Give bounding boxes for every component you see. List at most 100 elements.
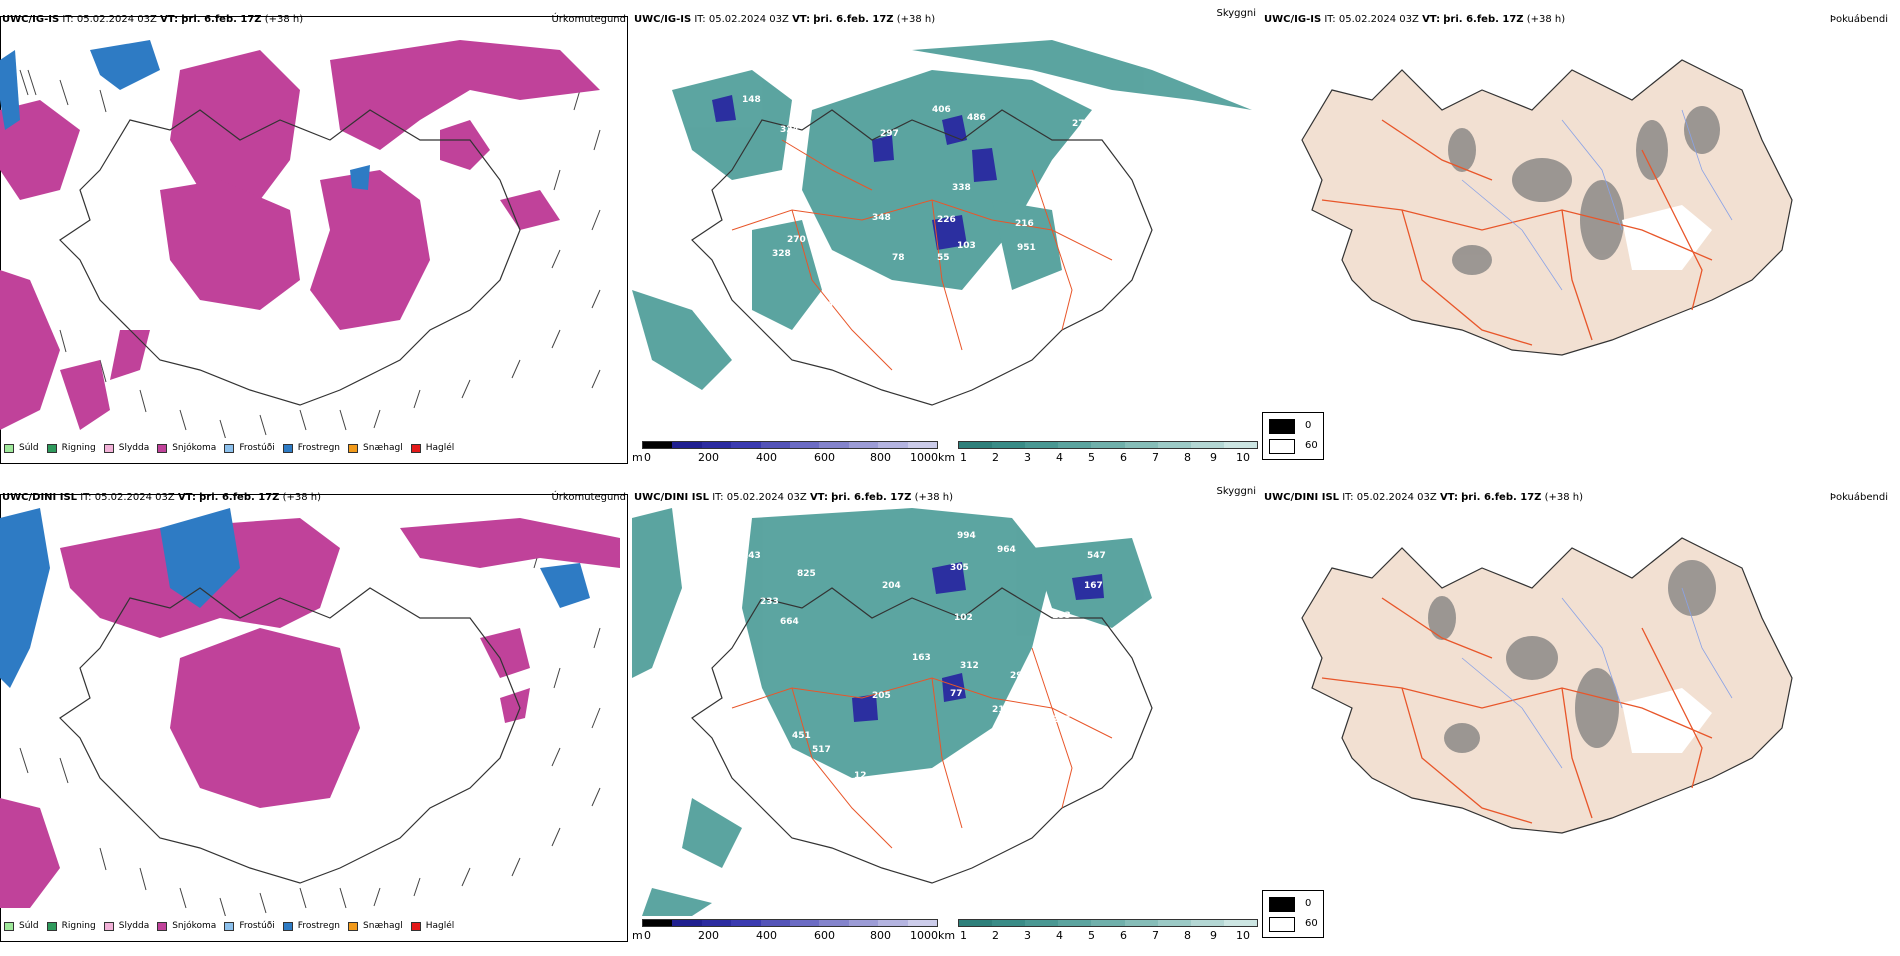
panel-header: UWC/IG-IS IT: 05.02.2024 03Z VT: þri. 6.… bbox=[1264, 14, 1890, 26]
legend-label: Snæhagl bbox=[363, 921, 403, 931]
legend-item: Slydda bbox=[103, 921, 150, 931]
legend-item: Frostregn bbox=[282, 443, 341, 453]
lead-time: (+38 h) bbox=[264, 14, 304, 25]
panel-title: Skyggni bbox=[1216, 486, 1256, 497]
model-name: UWC/IG-IS bbox=[634, 14, 692, 25]
legend-swatch bbox=[282, 443, 293, 453]
river-network bbox=[1461, 109, 1733, 291]
it-label: IT: bbox=[694, 14, 706, 25]
vis-label: 226 bbox=[937, 215, 956, 225]
it-value: 05.02.2024 03Z bbox=[726, 492, 807, 503]
vis-label: 12 bbox=[854, 771, 867, 781]
road-network bbox=[731, 139, 1113, 371]
vis-label: 233 bbox=[760, 597, 779, 607]
vt-value: þri. 6.feb. 17Z bbox=[813, 14, 894, 25]
fog-land bbox=[1301, 537, 1793, 834]
vis-label: 143 bbox=[742, 551, 761, 561]
vt-label: VT: bbox=[1422, 14, 1441, 25]
visibility-map: 994 964 547 148 143 825 305 167 153 233 … bbox=[632, 508, 1153, 916]
vt-value: þri. 6.feb. 17Z bbox=[1443, 14, 1524, 25]
lead-time: (+38 h) bbox=[1544, 492, 1584, 503]
vis-label: 205 bbox=[872, 691, 891, 701]
vis-label: 279 bbox=[1072, 119, 1091, 129]
precip-map bbox=[0, 40, 601, 438]
vis-label: 402 bbox=[1022, 687, 1041, 697]
vis-label: 163 bbox=[912, 653, 931, 663]
road-network bbox=[1321, 597, 1713, 824]
legend-label: Slydda bbox=[118, 921, 150, 931]
model-name: UWC/DINI ISL bbox=[1264, 492, 1340, 503]
fog-map bbox=[1301, 59, 1793, 356]
legend-item: Snjókoma bbox=[157, 443, 216, 453]
it-value: 05.02.2024 03Z bbox=[708, 14, 789, 25]
coastline bbox=[59, 587, 521, 884]
it-label: IT: bbox=[1342, 492, 1354, 503]
vt-label: VT: bbox=[809, 492, 828, 503]
vis-label: 12 bbox=[900, 373, 913, 383]
vis-label: 790 bbox=[1112, 128, 1131, 138]
lead-time: (+38 h) bbox=[896, 14, 936, 25]
vis-label: 148 bbox=[742, 95, 761, 105]
legend-item: Haglél bbox=[410, 921, 455, 931]
low-cloud-areas bbox=[632, 508, 1152, 916]
vt-label: VT: bbox=[177, 492, 196, 503]
freezing-rain-areas bbox=[0, 40, 370, 190]
fog-panel: UWC/DINI ISL IT: 05.02.2024 03Z VT: þri.… bbox=[1262, 486, 1892, 951]
vis-label: 297 bbox=[880, 129, 899, 139]
it-value: 05.02.2024 03Z bbox=[1356, 492, 1437, 503]
visibility-panel: UWC/DINI ISL IT: 05.02.2024 03Z VT: þri.… bbox=[632, 486, 1260, 951]
vis-label: 103 bbox=[957, 241, 976, 251]
vis-label: 951 bbox=[1017, 243, 1036, 253]
panel-header: UWC/DINI ISL IT: 05.02.2024 03Z VT: þri.… bbox=[634, 486, 1258, 504]
vis-label: 212 bbox=[992, 705, 1011, 715]
it-label: IT: bbox=[80, 492, 92, 503]
legend-label: Frostregn bbox=[297, 443, 341, 453]
model-name: UWC/IG-IS bbox=[2, 14, 60, 25]
precip-type-legend: Súld Rigning Slydda Snjókoma Frostúði Fr… bbox=[4, 917, 454, 935]
legend-swatch bbox=[103, 921, 114, 931]
fog-map bbox=[1301, 537, 1793, 834]
lead-time: (+38 h) bbox=[1526, 14, 1566, 25]
vis-label: 55 bbox=[937, 253, 950, 263]
vis-label: 825 bbox=[797, 569, 816, 579]
legend-label: Frostregn bbox=[297, 921, 341, 931]
precip-type-legend: Súld Rigning Slydda Snjókoma Frostúði Fr… bbox=[4, 439, 454, 457]
legend-item: Haglél bbox=[410, 443, 454, 453]
snow-areas bbox=[0, 518, 620, 908]
panel-header: UWC/IG-IS IT: 05.02.2024 03Z VT: þri. 6.… bbox=[634, 8, 1258, 26]
vis-label: 312 bbox=[960, 661, 979, 671]
vis-label: 77 bbox=[950, 689, 963, 699]
legend-swatch bbox=[4, 921, 14, 931]
it-value: 05.02.2024 03Z bbox=[94, 492, 175, 503]
it-label: IT: bbox=[62, 14, 74, 25]
panel-title: Skyggni bbox=[1216, 8, 1256, 19]
vt-label: VT: bbox=[1439, 492, 1458, 503]
legend-label: Frostúði bbox=[239, 921, 275, 931]
vt-value: þri. 6.feb. 17Z bbox=[181, 14, 262, 25]
panel-header: UWC/DINI ISL IT: 05.02.2024 03Z VT: þri.… bbox=[1264, 492, 1890, 504]
vt-value: þri. 6.feb. 17Z bbox=[1461, 492, 1542, 503]
river-network bbox=[1461, 587, 1733, 769]
panel-header: UWC/DINI ISL IT: 05.02.2024 03Z VT: þri.… bbox=[2, 492, 628, 504]
vis-label: 290 bbox=[814, 301, 833, 311]
freezing-rain-areas bbox=[0, 508, 590, 688]
vis-label: 994 bbox=[957, 531, 976, 541]
vis-label: 964 bbox=[997, 545, 1016, 555]
legend-swatch bbox=[103, 443, 114, 453]
it-value: 05.02.2024 03Z bbox=[76, 14, 157, 25]
vis-label: 265 bbox=[1052, 715, 1071, 725]
legend-item: Súld bbox=[4, 443, 39, 453]
vis-label: 119 bbox=[854, 801, 873, 811]
legend-label: Haglél bbox=[425, 921, 455, 931]
vis-label: 547 bbox=[1087, 551, 1106, 561]
coastline bbox=[59, 109, 521, 406]
vis-label: 348 bbox=[872, 213, 891, 223]
forecast-row-1: UWC/IG-IS IT: 05.02.2024 03Z VT: þri. 6.… bbox=[0, 8, 1900, 478]
legend-item: Rigning bbox=[46, 921, 96, 931]
vis-label: 451 bbox=[792, 731, 811, 741]
forecast-row-2: UWC/DINI ISL IT: 05.02.2024 03Z VT: þri.… bbox=[0, 486, 1900, 956]
model-name: UWC/DINI ISL bbox=[2, 492, 78, 503]
panel-title: Þokuábendi bbox=[1829, 492, 1888, 503]
legend-swatch bbox=[282, 921, 293, 931]
snow-areas bbox=[0, 40, 600, 430]
